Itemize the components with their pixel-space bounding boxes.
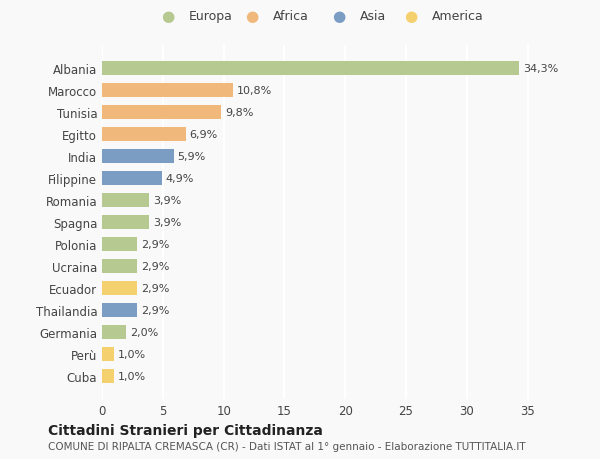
Bar xyxy=(102,369,114,383)
Bar xyxy=(102,237,137,252)
Text: Africa: Africa xyxy=(273,10,309,22)
Text: Asia: Asia xyxy=(360,10,386,22)
Text: 10,8%: 10,8% xyxy=(237,86,272,96)
Text: 3,9%: 3,9% xyxy=(153,196,181,206)
Text: ●: ● xyxy=(161,9,175,23)
Bar xyxy=(102,62,519,76)
Text: America: America xyxy=(432,10,484,22)
Text: 1,0%: 1,0% xyxy=(118,349,146,359)
Text: 2,9%: 2,9% xyxy=(141,262,169,271)
Text: Europa: Europa xyxy=(189,10,233,22)
Bar xyxy=(102,128,186,142)
Text: ●: ● xyxy=(404,9,418,23)
Text: 2,9%: 2,9% xyxy=(141,283,169,293)
Bar xyxy=(102,215,149,230)
Text: 34,3%: 34,3% xyxy=(523,64,558,74)
Text: 3,9%: 3,9% xyxy=(153,218,181,228)
Text: 1,0%: 1,0% xyxy=(118,371,146,381)
Text: 2,9%: 2,9% xyxy=(141,240,169,250)
Bar xyxy=(102,106,221,120)
Bar xyxy=(102,84,233,98)
Text: 6,9%: 6,9% xyxy=(190,130,218,140)
Text: ●: ● xyxy=(245,9,259,23)
Text: COMUNE DI RIPALTA CREMASCA (CR) - Dati ISTAT al 1° gennaio - Elaborazione TUTTIT: COMUNE DI RIPALTA CREMASCA (CR) - Dati I… xyxy=(48,441,526,451)
Text: 5,9%: 5,9% xyxy=(178,152,206,162)
Bar xyxy=(102,347,114,361)
Text: Cittadini Stranieri per Cittadinanza: Cittadini Stranieri per Cittadinanza xyxy=(48,423,323,437)
Bar xyxy=(102,325,127,339)
Text: 4,9%: 4,9% xyxy=(165,174,194,184)
Text: ●: ● xyxy=(332,9,346,23)
Text: 2,9%: 2,9% xyxy=(141,305,169,315)
Bar xyxy=(102,281,137,296)
Text: 2,0%: 2,0% xyxy=(130,327,158,337)
Text: 9,8%: 9,8% xyxy=(225,108,253,118)
Bar xyxy=(102,150,174,164)
Bar xyxy=(102,194,149,208)
Bar xyxy=(102,303,137,318)
Bar xyxy=(102,172,161,186)
Bar xyxy=(102,259,137,274)
